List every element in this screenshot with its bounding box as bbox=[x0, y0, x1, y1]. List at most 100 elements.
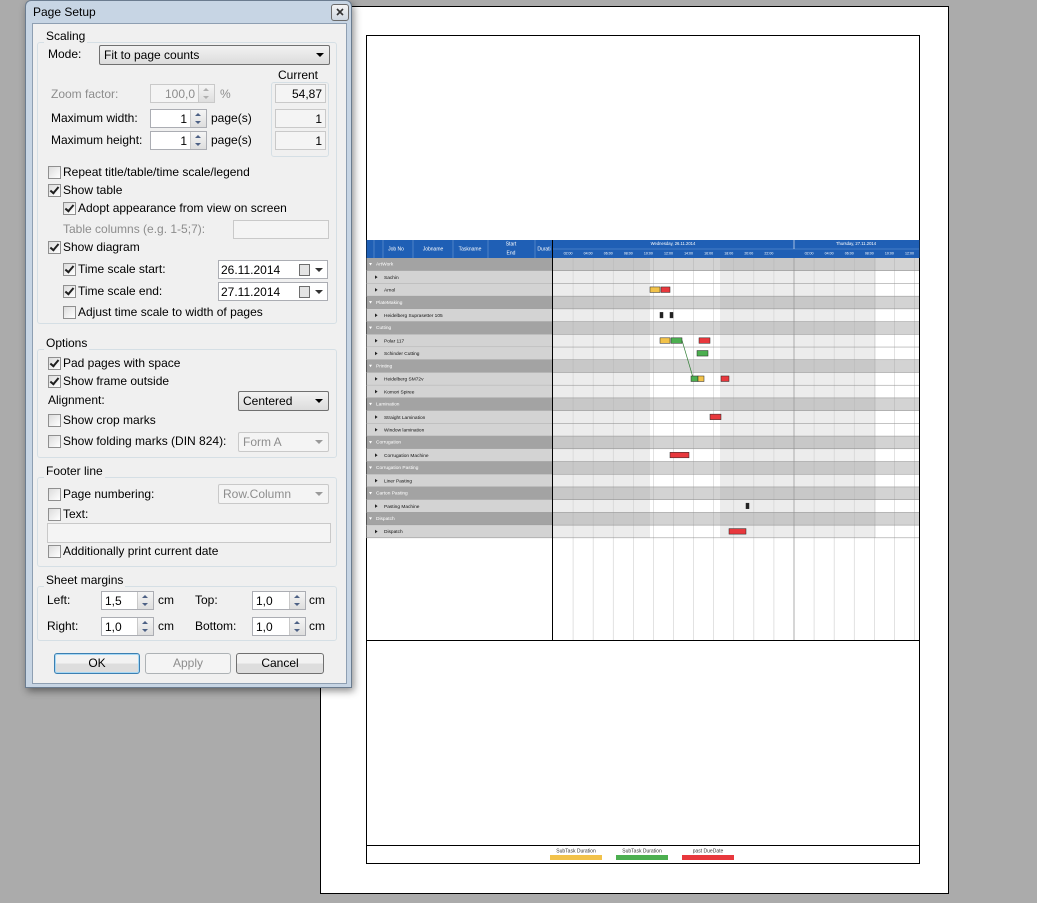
checkbox[interactable] bbox=[63, 285, 76, 298]
collapse-icon bbox=[369, 263, 372, 266]
column-header: Durati bbox=[537, 246, 550, 252]
legend-label: past DueDate bbox=[693, 848, 724, 854]
hour-label: 04:00 bbox=[584, 251, 593, 255]
checkbox-label: Show table bbox=[63, 183, 123, 197]
label: Table columns (e.g. 1-5;7): bbox=[63, 222, 206, 236]
checkbox[interactable] bbox=[48, 184, 61, 197]
spinner[interactable] bbox=[137, 592, 153, 609]
label: Left: bbox=[47, 593, 71, 607]
label: Top: bbox=[195, 593, 218, 607]
dropdown-value: Form A bbox=[243, 435, 282, 449]
close-button[interactable] bbox=[331, 4, 349, 21]
group-box bbox=[37, 586, 337, 641]
legend-swatch bbox=[616, 855, 668, 860]
group-row-table bbox=[366, 296, 553, 309]
hour-label: 16:00 bbox=[704, 251, 713, 255]
label: Maximum width: bbox=[51, 111, 138, 125]
group-label: Lamination bbox=[376, 402, 400, 408]
group-label: Cutting bbox=[376, 325, 392, 331]
right-margin-input[interactable]: 1,0 bbox=[101, 617, 154, 636]
left-margin-input[interactable]: 1,5 bbox=[101, 591, 154, 610]
checkbox[interactable] bbox=[48, 414, 61, 427]
spinner[interactable] bbox=[190, 132, 206, 149]
current-value: 1 bbox=[315, 134, 322, 148]
hour-label: 06:00 bbox=[604, 251, 613, 255]
checkbox[interactable] bbox=[48, 357, 61, 370]
task-bar bbox=[720, 375, 730, 382]
group-legend: Footer line bbox=[44, 464, 105, 478]
task-bar bbox=[728, 528, 747, 535]
checkbox[interactable] bbox=[48, 375, 61, 388]
input-value: 1,0 bbox=[105, 620, 122, 634]
group-label: ArtWork bbox=[376, 262, 394, 268]
mode-dropdown[interactable]: Fit to page counts bbox=[99, 45, 330, 65]
spinner[interactable] bbox=[137, 618, 153, 635]
group-label: Carton Pasting bbox=[376, 491, 408, 497]
top-margin-input[interactable]: 1,0 bbox=[252, 591, 306, 610]
checkbox[interactable] bbox=[48, 166, 61, 179]
bottom-margin-input[interactable]: 1,0 bbox=[252, 617, 306, 636]
group-legend: Current bbox=[276, 68, 321, 82]
resource-row-table bbox=[366, 423, 553, 437]
current-value: 1 bbox=[315, 112, 322, 126]
dialog-title: Page Setup bbox=[33, 5, 96, 19]
group-row-table bbox=[366, 321, 553, 335]
spinner[interactable] bbox=[289, 618, 305, 635]
expand-icon bbox=[375, 529, 378, 534]
task-bar bbox=[697, 375, 705, 382]
label: Alignment: bbox=[48, 393, 105, 407]
expand-icon bbox=[375, 389, 378, 394]
label: Bottom: bbox=[195, 619, 237, 633]
checkbox[interactable] bbox=[48, 508, 61, 521]
input-value: 1 bbox=[180, 134, 187, 148]
date-picker[interactable]: 26.11.2014 bbox=[218, 260, 328, 279]
checkbox[interactable] bbox=[48, 545, 61, 558]
checkbox[interactable] bbox=[48, 435, 61, 448]
hour-label: 06:00 bbox=[845, 251, 854, 255]
checkbox-label: Time scale start: bbox=[78, 262, 166, 276]
group-row-table bbox=[366, 258, 553, 271]
task-bar bbox=[649, 286, 661, 293]
task-bar bbox=[659, 312, 664, 319]
unit: % bbox=[220, 87, 231, 101]
spinner[interactable] bbox=[289, 592, 305, 609]
hour-label: 18:00 bbox=[724, 251, 733, 255]
task-bar bbox=[709, 413, 722, 420]
footer-text-input bbox=[47, 523, 331, 543]
resource-row-table bbox=[366, 499, 553, 513]
ok-button[interactable]: OK bbox=[54, 653, 140, 674]
task-bar bbox=[696, 350, 709, 357]
checkbox-label: Adjust time scale to width of pages bbox=[78, 305, 263, 319]
group-label: PlateMaking bbox=[376, 300, 403, 306]
collapse-icon bbox=[369, 441, 372, 444]
task-bar bbox=[698, 337, 711, 344]
label: Right: bbox=[47, 619, 79, 633]
collapse-icon bbox=[369, 517, 372, 520]
column-header: Job No bbox=[388, 246, 404, 252]
spinner[interactable] bbox=[190, 110, 206, 127]
max-width-input[interactable]: 1 bbox=[150, 109, 207, 128]
checkbox-label: Adopt appearance from view on screen bbox=[78, 201, 287, 215]
legend-swatch bbox=[682, 855, 734, 860]
collapse-icon bbox=[369, 466, 372, 470]
max-height-input[interactable]: 1 bbox=[150, 131, 207, 150]
cancel-button[interactable]: Cancel bbox=[236, 653, 324, 674]
checkbox[interactable] bbox=[48, 241, 61, 254]
task-bar bbox=[660, 286, 671, 293]
unit: cm bbox=[158, 593, 174, 607]
checkbox[interactable] bbox=[63, 263, 76, 276]
current-width: 1 bbox=[275, 109, 326, 128]
hour-label: 12:00 bbox=[664, 251, 673, 255]
checkbox[interactable] bbox=[63, 306, 76, 319]
expand-icon bbox=[375, 313, 378, 318]
current-height: 1 bbox=[275, 131, 326, 150]
checkbox[interactable] bbox=[48, 488, 61, 501]
alignment-dropdown[interactable]: Centered bbox=[238, 391, 329, 411]
group-row-table bbox=[366, 461, 553, 475]
date-picker[interactable]: 27.11.2014 bbox=[218, 282, 328, 301]
expand-icon bbox=[375, 338, 378, 343]
checkbox[interactable] bbox=[63, 202, 76, 215]
resource-label: Corrugation Machine bbox=[384, 453, 429, 459]
input-value: 1,0 bbox=[256, 594, 273, 608]
